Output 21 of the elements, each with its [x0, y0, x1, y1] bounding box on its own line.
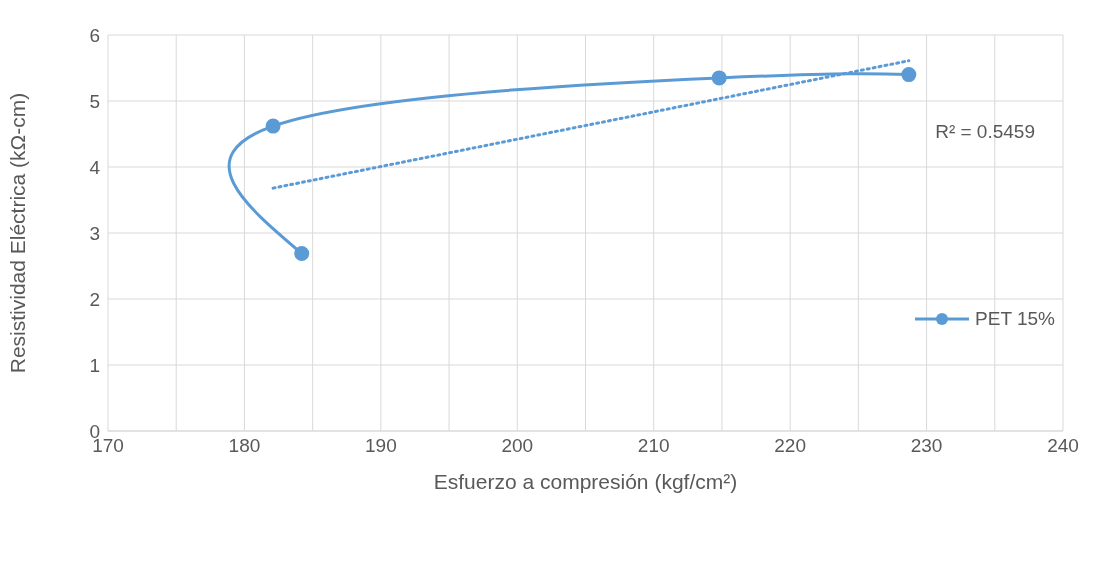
- x-tick-label: 180: [228, 435, 261, 457]
- point: [265, 118, 281, 134]
- y-tick-label: 5: [89, 90, 100, 112]
- x-axis-title: Esfuerzo a compresión (kgf/cm²): [433, 470, 738, 493]
- x-tick-label: 210: [637, 435, 670, 457]
- x-tick-label: 220: [774, 435, 806, 457]
- y-axis-title: Resistividad Eléctrica (kΩ-cm): [6, 92, 30, 374]
- x-tick-label: 200: [501, 435, 534, 457]
- y-tick-label: 4: [89, 156, 101, 178]
- point: [711, 70, 727, 86]
- y-tick-label: 3: [89, 222, 100, 244]
- x-tick-label: 190: [365, 435, 397, 457]
- x-tick-label: 230: [910, 435, 943, 457]
- x-tick-label: 240: [1047, 435, 1079, 457]
- annotation: R² = 0.5459: [935, 121, 1035, 143]
- y-tick-label: 1: [89, 354, 100, 376]
- point: [294, 245, 310, 261]
- legend-label: PET 15%: [975, 308, 1055, 330]
- y-tick-label: 6: [89, 24, 100, 46]
- point: [901, 67, 917, 83]
- y-tick-label: 2: [89, 288, 100, 310]
